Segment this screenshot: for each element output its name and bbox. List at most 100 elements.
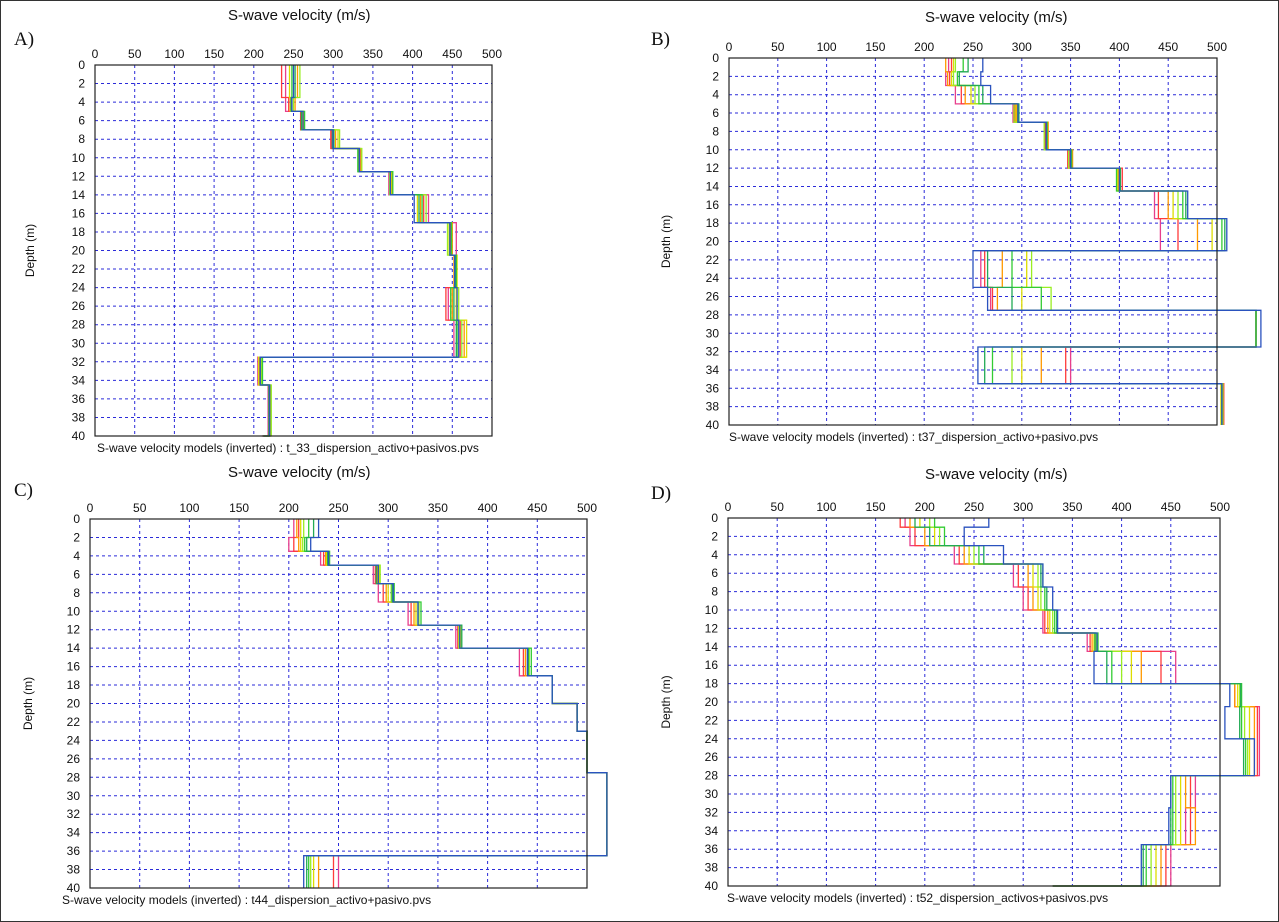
panel-c-grid: [90, 519, 587, 888]
panel-c-xtick-label: 450: [527, 501, 547, 515]
panel-c-ytick-label: 10: [67, 604, 81, 618]
panel-c-xtick-label: 150: [229, 501, 249, 515]
panel-b-ytick-label: 10: [706, 143, 720, 157]
panel-d-ytick-label: 24: [705, 732, 719, 746]
panel-c-ytick-label: 24: [67, 733, 81, 747]
panel-b-ytick-label: 40: [706, 418, 720, 432]
panel-c-xtick-label: 250: [328, 501, 348, 515]
panel-c-ytick-label: 28: [67, 770, 81, 784]
panel-a-ytick-label: 16: [72, 206, 86, 220]
panel-a-ytick-label: 0: [78, 58, 85, 72]
panel-b-ytick-label: 22: [706, 253, 720, 267]
panel-b-ytick-label: 34: [706, 363, 720, 377]
panel-b-xtick-label: 100: [817, 40, 837, 54]
panel-c-xtick-label: 500: [577, 501, 597, 515]
panel-d-best-model-line: [963, 518, 1256, 887]
panel-d-ytick-label: 16: [705, 658, 719, 672]
panel-c-ytick-label: 40: [67, 881, 81, 895]
panel-d-xtick-label: 450: [1161, 500, 1181, 514]
panel-b-label: B): [651, 29, 670, 50]
panel-c-ytick-label: 2: [73, 530, 80, 544]
panel-c-ytick-label: 6: [73, 567, 80, 581]
panel-c-xtick-label: 0: [87, 501, 94, 515]
panel-d-xtick-label: 250: [964, 500, 984, 514]
panel-d-xtick-label: 0: [725, 500, 732, 514]
panel-d-xtick-label: 50: [771, 500, 785, 514]
panel-d-frame: [727, 517, 1221, 887]
panel-b-title: S-wave velocity (m/s): [925, 9, 1068, 26]
panel-d-ytick-label: 8: [711, 585, 718, 599]
panel-d-xtick-label: 400: [1112, 500, 1132, 514]
panel-b-xtick-label: 0: [726, 40, 733, 54]
panel-d-title: S-wave velocity (m/s): [925, 466, 1068, 483]
panel-b-ytick-label: 26: [706, 290, 720, 304]
panel-b-frame: [728, 57, 1218, 426]
panel-a-ytick-label: 20: [72, 244, 86, 258]
panel-b-ylabel: Depth (m): [659, 215, 673, 268]
panel-c-ytick-label: 14: [67, 641, 81, 655]
panel-b-xtick-label: 350: [1061, 40, 1081, 54]
panel-b-ytick-label: 6: [712, 106, 719, 120]
panel-c-ytick-label: 4: [73, 549, 80, 563]
panel-c-ytick-label: 38: [67, 863, 81, 877]
panel-d-ytick-label: 30: [705, 787, 719, 801]
panel-d-ytick-label: 26: [705, 750, 719, 764]
panel-c-xtick-label: 400: [478, 501, 498, 515]
panel-a-xtick-label: 250: [283, 47, 303, 61]
panel-a-xtick-label: 200: [244, 47, 264, 61]
panel-a-label: A): [14, 29, 34, 50]
panel-a-ytick-label: 30: [72, 336, 86, 350]
panel-b-ytick-label: 0: [712, 51, 719, 65]
panel-c: C) S-wave velocity (m/s) Depth (m) S-wave v…: [14, 464, 608, 907]
panel-d-label: D): [651, 483, 671, 504]
panel-c-ytick-label: 32: [67, 807, 81, 821]
panel-a-ytick-label: 2: [78, 77, 85, 91]
panel-d-ytick-label: 0: [711, 511, 718, 525]
panel-c-xtick-label: 100: [179, 501, 199, 515]
panel-d-ytick-label: 18: [705, 677, 719, 691]
panel-d: D) S-wave velocity (m/s) Depth (m) S-wave v…: [651, 466, 1261, 905]
panel-d-ytick-label: 2: [711, 529, 718, 543]
panel-b-xtick-label: 200: [914, 40, 934, 54]
panel-a-title: S-wave velocity (m/s): [228, 7, 371, 24]
panel-c-ytick-label: 22: [67, 715, 81, 729]
panel-b-caption: S-wave velocity models (inverted) : t37_…: [729, 430, 1098, 444]
panel-a-ytick-label: 36: [72, 392, 86, 406]
panel-b-ytick-label: 14: [706, 179, 720, 193]
panel-d-ytick-label: 20: [705, 695, 719, 709]
panel-b-xtick-label: 50: [771, 40, 785, 54]
panel-a-ytick-label: 14: [72, 188, 86, 202]
panel-d-ytick-label: 22: [705, 713, 719, 727]
panel-b-xtick-label: 400: [1109, 40, 1129, 54]
panel-b-xtick-label: 150: [865, 40, 885, 54]
panel-a-xtick-label: 400: [403, 47, 423, 61]
panel-a-ytick-label: 32: [72, 355, 86, 369]
panel-a-xtick-label: 500: [482, 47, 502, 61]
panel-b-ytick-label: 18: [706, 216, 720, 230]
panel-c-xtick-label: 200: [279, 501, 299, 515]
panel-d-ytick-label: 4: [711, 548, 718, 562]
panel-c-xtick-label: 50: [133, 501, 147, 515]
panel-d-ytick-label: 34: [705, 824, 719, 838]
panel-a-best-model-line: [259, 65, 460, 437]
panel-d-model-line: [899, 518, 1259, 887]
panel-d-ytick-label: 6: [711, 566, 718, 580]
panel-c-frame: [89, 518, 588, 889]
panel-d-grid: [728, 518, 1220, 886]
panel-a-xtick-label: 50: [128, 47, 142, 61]
panel-c-ytick-label: 18: [67, 678, 81, 692]
panel-d-ytick-label: 40: [705, 879, 719, 893]
panel-a-ytick-label: 10: [72, 151, 86, 165]
panel-b-xtick-label: 250: [963, 40, 983, 54]
panel-c-ytick-label: 34: [67, 826, 81, 840]
panel-d-ytick-label: 14: [705, 640, 719, 654]
panel-a-ytick-label: 18: [72, 225, 86, 239]
panel-c-ylabel: Depth (m): [21, 677, 35, 730]
panel-b-ytick-label: 16: [706, 198, 720, 212]
panel-b-grid: [729, 58, 1217, 425]
panel-a-xtick-label: 450: [442, 47, 462, 61]
panel-c-title: S-wave velocity (m/s): [228, 464, 371, 481]
panel-c-ytick-label: 8: [73, 586, 80, 600]
panel-a-ytick-label: 34: [72, 373, 86, 387]
